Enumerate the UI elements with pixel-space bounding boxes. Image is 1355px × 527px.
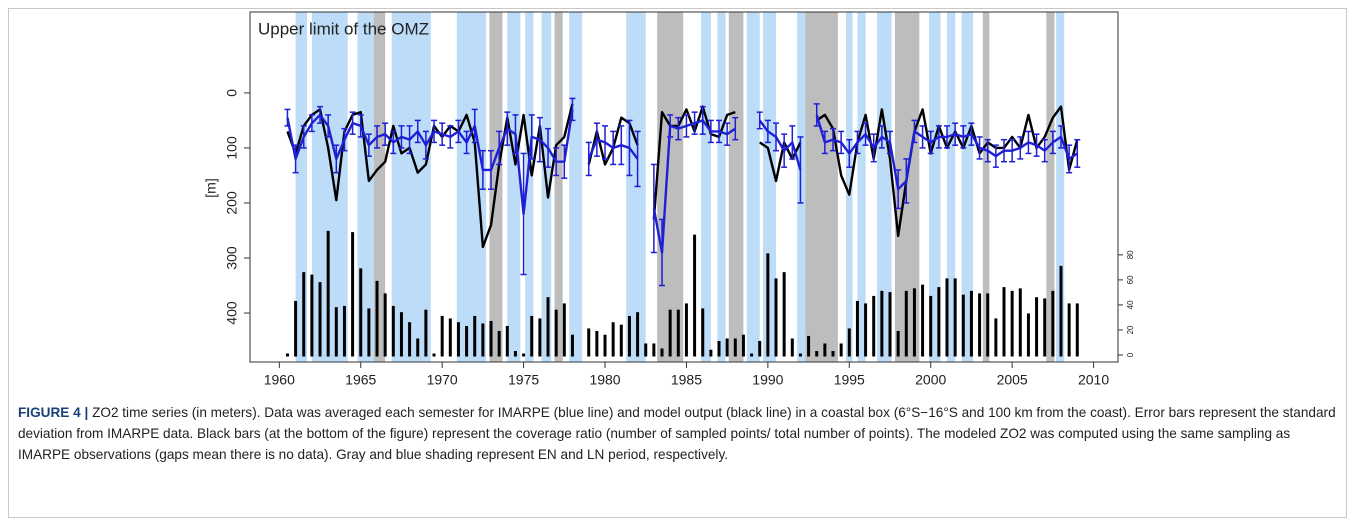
shade-span [391, 12, 431, 362]
shade-span [805, 12, 838, 362]
shade-span [947, 12, 956, 362]
x-tick-label: 1965 [345, 372, 376, 388]
shade-span [876, 12, 892, 362]
x-tick-label: 1990 [752, 372, 783, 388]
y-axis-label: [m] [203, 178, 219, 197]
shade-span [525, 12, 534, 362]
y-tick-label: 100 [224, 136, 240, 160]
series-line [286, 109, 1078, 254]
shade-span [746, 12, 760, 362]
caption: FIGURE 4 | ZO2 time series (in meters). … [18, 402, 1338, 465]
chart-title: Upper limit of the OMZ [258, 19, 429, 38]
shade-span [728, 12, 744, 362]
shade-span [929, 12, 941, 362]
x-tick-label: 1970 [427, 372, 458, 388]
shade-span [456, 12, 487, 362]
shade-span [717, 12, 726, 362]
error-bar [585, 141, 592, 177]
shade-span [762, 12, 777, 362]
shade-span [982, 12, 990, 362]
error-bar [634, 130, 641, 188]
caption-label: FIGURE 4 | [18, 405, 89, 420]
marks-layer [284, 97, 1081, 357]
shade-span [507, 12, 521, 362]
x-tick-label: 1985 [671, 372, 702, 388]
shade-span [1046, 12, 1055, 362]
x-tick-label: 2010 [1078, 372, 1109, 388]
shade-span [1056, 12, 1065, 362]
caption-text: ZO2 time series (in meters). Data was av… [18, 405, 1336, 462]
y2-tick-label: 80 [1126, 250, 1135, 259]
shading-layer [295, 12, 1065, 362]
shade-span [295, 12, 307, 362]
y-tick-label: 300 [224, 246, 240, 270]
shade-span [311, 12, 348, 362]
figure-frame [8, 8, 1347, 518]
y2-tick-label: 40 [1126, 300, 1135, 309]
chart: Upper limit of the OMZ [m] 1960 1965 1970 1… [203, 11, 1135, 388]
error-bar [756, 111, 763, 130]
shade-span [373, 12, 386, 362]
shade-span [797, 12, 806, 362]
x-tick-label: 1995 [834, 372, 865, 388]
x-tick-label: 1960 [264, 372, 295, 388]
x-tick-label: 2005 [997, 372, 1028, 388]
y2-tick-label: 60 [1126, 275, 1135, 284]
x-tick-label: 1980 [589, 372, 620, 388]
y-tick-label: 200 [224, 191, 240, 215]
shade-span [961, 12, 974, 362]
shade-span [701, 12, 711, 362]
y2-tick-label: 20 [1126, 325, 1135, 334]
error-bar [732, 116, 739, 141]
x-tick-label: 1975 [508, 372, 539, 388]
x-tick-label: 2000 [915, 372, 946, 388]
shade-span [554, 12, 563, 362]
y-tick-label: 400 [224, 301, 240, 325]
y-tick-label: 0 [224, 89, 240, 97]
shade-span [857, 12, 866, 362]
shade-span [657, 12, 684, 362]
y2-tick-label: 0 [1126, 352, 1135, 357]
shade-span [569, 12, 583, 362]
